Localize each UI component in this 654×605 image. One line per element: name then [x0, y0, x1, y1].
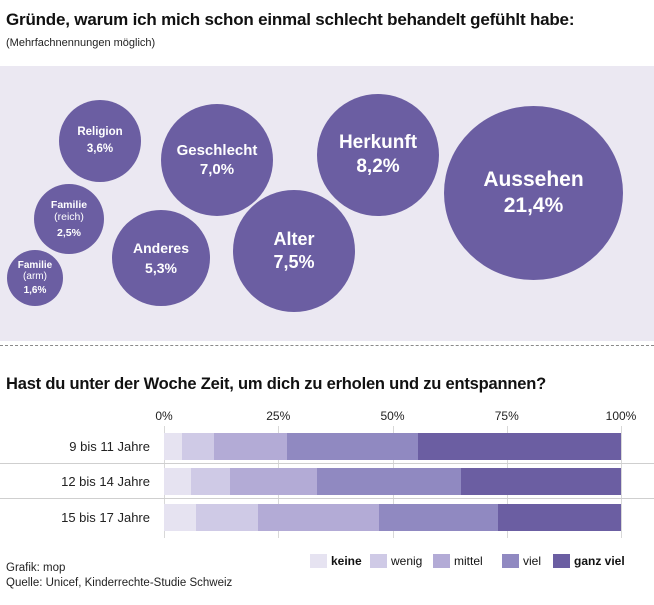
bar-segment-wenig [191, 468, 231, 495]
bar-segment-ganz-viel [461, 468, 621, 495]
legend-swatch [433, 554, 450, 568]
bubble-geschlecht: Geschlecht 7,0% [161, 104, 273, 216]
bubble-value: 3,6% [86, 142, 114, 155]
source-text: Quelle: Unicef, Kinderrechte-Studie Schw… [6, 577, 233, 589]
legend-label: wenig [391, 554, 423, 568]
legend-label: ganz viel [574, 554, 625, 568]
bubble-label: Familie [50, 199, 88, 212]
bar-chart-title: Hast du unter der Woche Zeit, um dich zu… [6, 375, 546, 393]
bar-segment-ganz-viel [497, 504, 621, 531]
bar-segment-wenig [182, 433, 215, 460]
legend-item: viel [502, 553, 541, 569]
bar-segment-keine [164, 433, 183, 460]
x-tick-label: 75% [494, 409, 519, 423]
row-label: 12 bis 14 Jahre [61, 474, 150, 489]
credit-text: Grafik: mop [6, 562, 66, 574]
bubble-label: Aussehen [483, 167, 584, 191]
bubble-value: 7,5% [273, 252, 315, 272]
bubble-value: 8,2% [356, 156, 400, 177]
bubble-value: 7,0% [199, 161, 235, 178]
bubble-alter: Alter 7,5% [233, 190, 355, 312]
legend-swatch [553, 554, 570, 568]
bar-segment-mittel [257, 504, 379, 531]
bar-segment-wenig [195, 504, 258, 531]
bubble-label: Anderes [132, 239, 190, 256]
bar-segment-viel [287, 433, 418, 460]
bar-segment-mittel [230, 468, 318, 495]
bubble-label: Geschlecht [176, 141, 258, 159]
bar-segment-keine [164, 468, 192, 495]
bubble-aussehen: Aussehen 21,4% [444, 106, 623, 280]
section-divider [0, 345, 654, 346]
bubble-note: (arm) [23, 271, 47, 283]
row-separator [0, 463, 654, 464]
x-tick-label: 0% [155, 409, 173, 423]
x-tick-label: 25% [266, 409, 291, 423]
legend-swatch [370, 554, 387, 568]
bubble-value: 1,6% [23, 284, 47, 296]
legend-label: viel [523, 554, 542, 568]
legend-item: keine [310, 553, 362, 569]
legend-swatch [310, 554, 327, 568]
legend-swatch [502, 554, 519, 568]
legend-label: keine [331, 554, 362, 568]
bubble-anderes: Anderes 5,3% [112, 210, 210, 306]
chart-subtitle: (Mehrfachnennungen möglich) [6, 37, 156, 49]
bar-segment-viel [317, 468, 462, 495]
bubble-herkunft: Herkunft 8,2% [317, 94, 439, 216]
bubble-value: 5,3% [145, 260, 177, 276]
row-label: 9 bis 11 Jahre [69, 439, 150, 454]
x-tick-label: 50% [380, 409, 405, 423]
x-gridline [621, 426, 622, 538]
bubble-familie-reich: Familie (reich) 2,5% [34, 184, 104, 254]
bubble-label: Religion [77, 126, 123, 139]
legend-item: ganz viel [553, 553, 625, 569]
bubble-label: Alter [273, 229, 315, 250]
bubble-note: (reich) [54, 211, 84, 224]
legend-label: mittel [454, 554, 483, 568]
bar-segment-viel [378, 504, 498, 531]
row-separator [0, 498, 654, 499]
bubble-chart-panel: Religion 3,6% Geschlecht 7,0% Herkunft 8… [0, 66, 654, 341]
x-tick-label: 100% [605, 409, 637, 423]
bar-segment-mittel [214, 433, 288, 460]
chart-title: Gründe, warum ich mich schon einmal schl… [6, 10, 575, 29]
bar-segment-ganz-viel [417, 433, 621, 460]
bar-segment-keine [164, 504, 196, 531]
bubble-label: Herkunft [338, 132, 418, 154]
bubble-value: 21,4% [503, 194, 564, 217]
legend-item: wenig [370, 553, 422, 569]
row-label: 15 bis 17 Jahre [61, 510, 150, 525]
legend-item: mittel [433, 553, 483, 569]
bubble-label: Familie [17, 259, 53, 271]
bubble-religion: Religion 3,6% [59, 100, 141, 182]
bubble-value: 2,5% [57, 226, 81, 239]
bubble-familie-arm: Familie (arm) 1,6% [7, 250, 63, 306]
